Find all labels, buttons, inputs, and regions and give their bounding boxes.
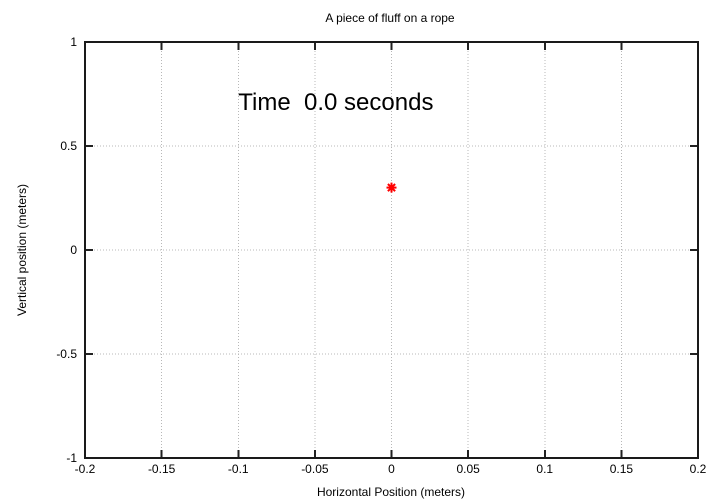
chart-title: A piece of fluff on a rope: [325, 11, 455, 25]
y-tick-label: 0.5: [60, 139, 77, 153]
x-tick-label: 0.05: [456, 462, 480, 476]
x-tick-label: -0.1: [228, 462, 249, 476]
data-markers: [386, 182, 397, 193]
x-tick-label: -0.15: [148, 462, 176, 476]
plot-border: [84, 41, 699, 459]
marker-stroke: [387, 183, 396, 192]
x-tick-label: 0.1: [536, 462, 553, 476]
tick-labels: -0.2 -0.15 -0.1 -0.05 0 0.05 0.1 0.15 0.2 -1 -0.5 0…: [56, 35, 706, 476]
x-axis-label: Horizontal Position (meters): [317, 485, 465, 499]
plot-border-rect: [84, 41, 699, 459]
x-tick-label: -0.2: [75, 462, 96, 476]
x-tick-label: 0.15: [610, 462, 634, 476]
y-tick-label: -1: [66, 451, 77, 465]
y-tick-label: 0: [70, 243, 77, 257]
y-axis-label: Vertical position (meters): [15, 184, 29, 316]
y-tick-label: 1: [70, 35, 77, 49]
grid-lines: [85, 42, 698, 458]
y-tick-label: -0.5: [56, 347, 77, 361]
x-tick-label: -0.05: [301, 462, 329, 476]
x-tick-label: 0.2: [690, 462, 707, 476]
asterisk-marker: [386, 182, 397, 193]
x-tick-label: 0: [388, 462, 395, 476]
time-annotation: Time 0.0 seconds: [238, 89, 433, 116]
